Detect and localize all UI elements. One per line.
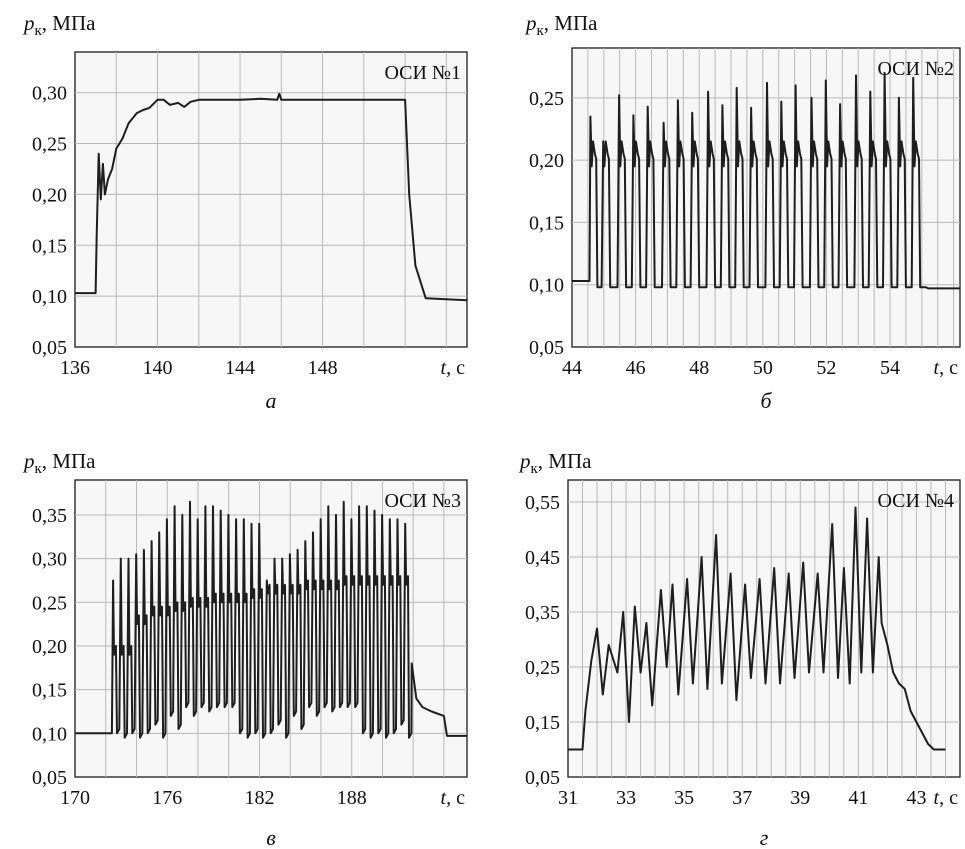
- pressure-trace: [568, 506, 946, 751]
- x-tick-label: 136: [60, 357, 90, 379]
- y-tick-label: 0,10: [32, 723, 67, 745]
- y-tick-label: 0,05: [525, 767, 560, 789]
- y-tick-label: 0,35: [32, 505, 67, 527]
- x-tick-label: 54: [880, 357, 900, 379]
- y-tick-label: 0,35: [525, 602, 560, 624]
- y-tick-label: 0,30: [32, 549, 67, 571]
- panel-letter: а: [266, 388, 277, 413]
- pressure-trace: [75, 92, 468, 302]
- y-tick-label: 0,30: [32, 83, 67, 105]
- y-tick-label: 0,10: [529, 275, 564, 297]
- x-axis-label: t, с: [934, 357, 959, 379]
- x-axis-label: t, с: [441, 787, 466, 809]
- x-tick-label: 35: [674, 787, 694, 809]
- y-tick-label: 0,25: [529, 88, 564, 110]
- x-tick-label: 50: [753, 357, 773, 379]
- pressure-trace: [572, 71, 960, 290]
- y-tick-label: 0,10: [32, 286, 67, 308]
- y-tick-label: 0,20: [32, 184, 67, 206]
- y-tick-label: 0,55: [525, 492, 560, 514]
- x-tick-label: 148: [308, 357, 338, 379]
- x-tick-label: 182: [244, 787, 274, 809]
- x-tick-label: 144: [225, 357, 255, 379]
- y-tick-label: 0,05: [32, 337, 67, 359]
- x-tick-label: 170: [60, 787, 90, 809]
- plot-area: [74, 51, 468, 348]
- series-label: ОСИ №2: [877, 58, 954, 80]
- chart-panel: 0,05 0,10 0,15 0,20 0,25 0,30 136 140 144 148 pк, …: [22, 11, 468, 413]
- y-tick-label: 0,20: [32, 636, 67, 658]
- series-label: ОСИ №4: [877, 490, 954, 512]
- x-tick-label: 44: [562, 357, 582, 379]
- y-axis-label: pк, МПа: [22, 449, 96, 477]
- series-label: ОСИ №1: [384, 62, 461, 84]
- chart-panel: 0,05 0,10 0,15 0,20 0,25 44 46 48 50 52 54 pк, МПа t…: [524, 11, 961, 413]
- y-tick-label: 0,05: [32, 767, 67, 789]
- x-tick-label: 48: [689, 357, 709, 379]
- x-tick-label: 39: [790, 787, 810, 809]
- x-tick-label: 43: [906, 787, 926, 809]
- panel-letter: б: [760, 388, 772, 413]
- y-tick-label: 0,25: [32, 134, 67, 156]
- chart-panel: 0,05 0,10 0,15 0,20 0,25 0,30 0,35 170 176 182 188…: [22, 449, 468, 849]
- series-label: ОСИ №3: [384, 490, 461, 512]
- y-axis-label: pк, МПа: [22, 11, 96, 39]
- x-tick-label: 46: [626, 357, 646, 379]
- chart-panel: 0,05 0,15 0,25 0,35 0,45 0,55 31 33 35 37 39 41 43 pк…: [518, 449, 961, 849]
- y-tick-label: 0,15: [525, 712, 560, 734]
- y-tick-label: 0,25: [32, 592, 67, 614]
- x-tick-label: 52: [816, 357, 836, 379]
- panel-letter: в: [266, 825, 276, 849]
- x-tick-label: 188: [337, 787, 367, 809]
- pressure-trace: [75, 500, 467, 739]
- x-axis-label: t, с: [441, 357, 466, 379]
- y-tick-label: 0,25: [525, 657, 560, 679]
- y-tick-label: 0,15: [529, 212, 564, 234]
- y-tick-label: 0,05: [529, 337, 564, 359]
- x-tick-label: 33: [616, 787, 636, 809]
- y-tick-label: 0,15: [32, 680, 67, 702]
- y-tick-label: 0,45: [525, 547, 560, 569]
- y-tick-label: 0,20: [529, 150, 564, 172]
- x-tick-label: 176: [152, 787, 182, 809]
- y-axis-label: pк, МПа: [524, 11, 598, 39]
- x-axis-label: t, с: [934, 787, 959, 809]
- x-tick-label: 37: [732, 787, 752, 809]
- y-axis-label: pк, МПа: [518, 449, 592, 477]
- y-tick-label: 0,15: [32, 235, 67, 257]
- x-tick-label: 31: [558, 787, 578, 809]
- x-tick-label: 41: [848, 787, 868, 809]
- plot-area: [567, 479, 961, 778]
- x-tick-label: 140: [143, 357, 173, 379]
- panel-letter: г: [760, 825, 769, 849]
